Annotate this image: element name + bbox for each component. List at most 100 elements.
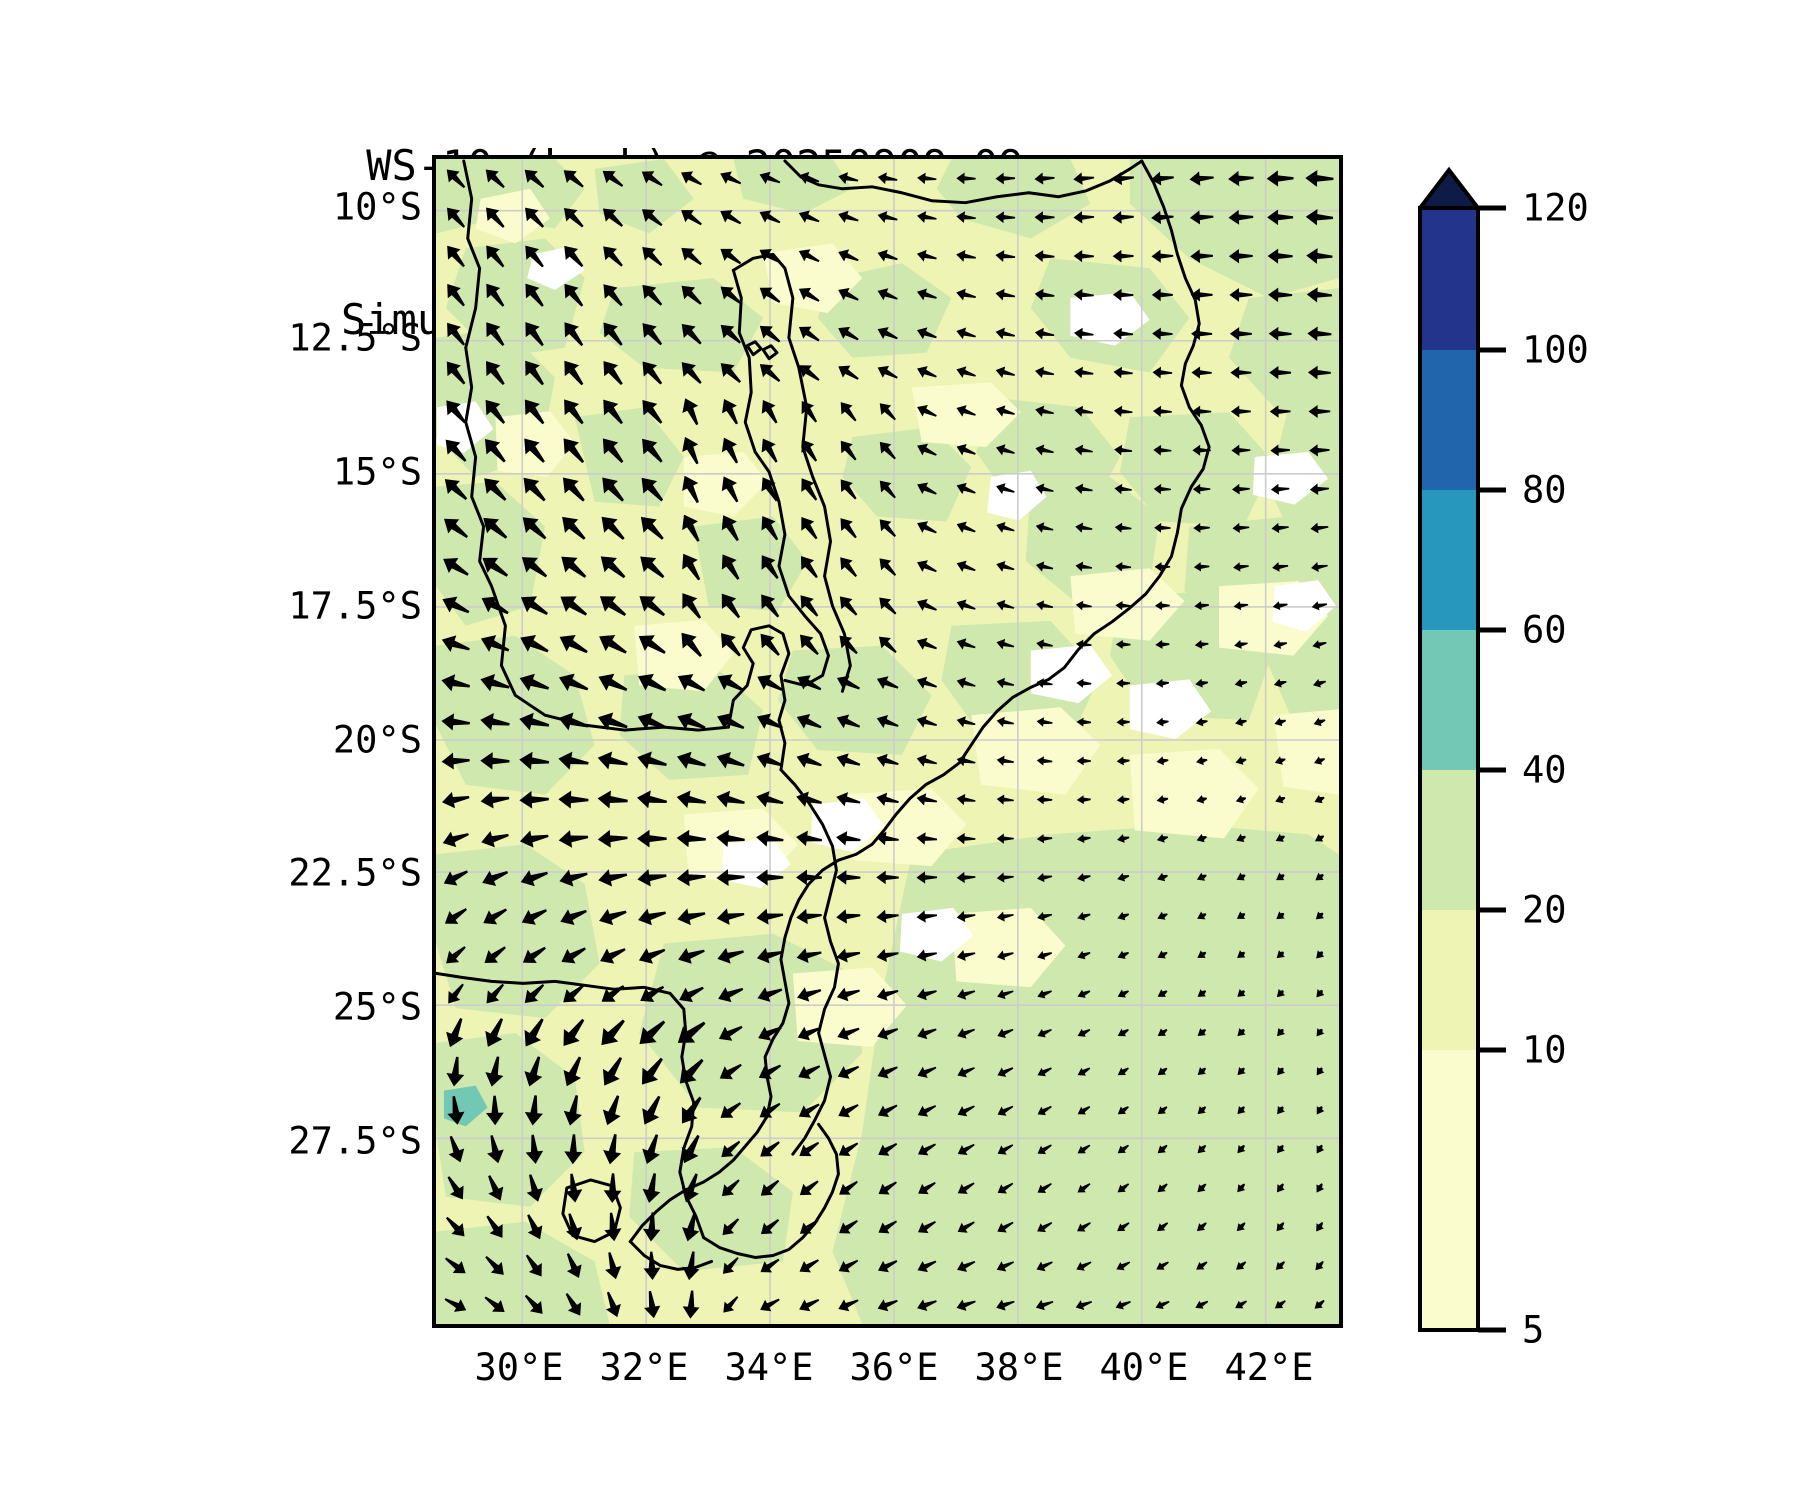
wind-arrow	[877, 1299, 898, 1312]
wind-arrow	[524, 1294, 543, 1314]
wind-arrow	[879, 597, 897, 615]
wind-arrow	[1316, 950, 1325, 959]
wind-arrow	[838, 1142, 859, 1156]
wind-arrow	[1194, 601, 1209, 611]
wind-arrow	[486, 1215, 503, 1238]
wind-arrow	[1077, 1106, 1091, 1115]
wind-arrow	[682, 436, 699, 465]
wind-arrow	[637, 869, 667, 887]
wind-arrow	[995, 444, 1015, 456]
wind-arrow	[1276, 1222, 1285, 1232]
wind-arrow	[677, 1021, 706, 1043]
wind-arrow	[1154, 522, 1171, 533]
wind-arrow	[878, 1260, 898, 1273]
wind-arrow	[640, 985, 665, 1003]
wind-arrow	[447, 284, 465, 307]
wind-arrow	[1034, 288, 1055, 301]
wind-arrow	[956, 755, 976, 767]
wind-arrow	[723, 1296, 739, 1313]
wind-arrow	[756, 791, 784, 808]
wind-arrow	[840, 557, 858, 578]
wind-arrow	[524, 399, 545, 425]
wind-arrow	[558, 790, 589, 809]
wind-arrow	[565, 1213, 583, 1241]
wind-arrow	[797, 1026, 821, 1041]
wind-arrow	[956, 211, 976, 223]
wind-arrow	[838, 288, 859, 301]
wind-arrow	[1112, 210, 1134, 224]
map-plot-area[interactable]	[432, 155, 1343, 1328]
wind-arrow	[1035, 1299, 1054, 1311]
wind-arrow	[525, 283, 544, 307]
wind-arrow	[681, 1173, 699, 1203]
wind-arrow	[1113, 366, 1133, 379]
wind-arrow	[995, 250, 1016, 262]
wind-arrow	[877, 365, 898, 379]
wind-arrow	[917, 404, 937, 417]
wind-arrow	[1077, 1028, 1091, 1037]
wind-arrow	[1076, 678, 1092, 688]
wind-arrow	[1157, 950, 1168, 959]
wind-arrow	[561, 947, 586, 964]
wind-arrow	[759, 325, 781, 343]
wind-arrow	[681, 362, 702, 384]
wind-arrow	[877, 288, 898, 301]
wind-arrow	[443, 518, 468, 538]
wind-arrow	[1034, 327, 1055, 340]
wind-arrow	[441, 713, 470, 731]
wind-arrow	[917, 327, 937, 340]
wind-arrow	[916, 599, 937, 611]
wind-arrow	[957, 1260, 976, 1272]
wind-arrow	[1235, 1300, 1247, 1309]
wind-arrow	[642, 400, 663, 424]
wind-arrow	[1037, 1028, 1052, 1038]
wind-arrow	[759, 210, 781, 224]
wind-arrow	[563, 1095, 582, 1126]
wind-arrow	[995, 288, 1016, 301]
wind-arrow	[680, 171, 702, 186]
wind-arrow	[879, 441, 896, 460]
wind-arrow	[441, 635, 470, 652]
wind-arrow	[1192, 444, 1211, 456]
colorbar[interactable]: 120 100 80 60 40 20 10 5	[1418, 160, 1778, 1352]
wind-arrow	[443, 870, 468, 886]
wind-arrow	[957, 1105, 975, 1117]
wind-arrow	[1276, 872, 1285, 881]
wind-arrow	[1156, 756, 1169, 766]
ytick-label-3: 17.5°S	[288, 584, 422, 628]
wind-arrow	[598, 673, 628, 692]
wind-arrow	[564, 399, 584, 425]
wind-arrow	[527, 1214, 543, 1240]
wind-arrow	[1190, 288, 1213, 302]
wind-arrow	[758, 1064, 782, 1080]
wind-arrow	[1074, 327, 1094, 340]
wind-arrow	[1077, 1222, 1091, 1232]
wind-arrow	[1190, 249, 1214, 264]
wind-arrow	[519, 830, 549, 848]
wind-arrow	[956, 444, 976, 456]
wind-arrow	[1231, 483, 1250, 495]
wind-arrow	[480, 635, 510, 652]
wind-arrow	[1237, 1028, 1246, 1037]
wind-arrow	[996, 794, 1014, 805]
wind-arrow	[1228, 248, 1253, 264]
wind-arrow	[916, 910, 938, 923]
wind-arrow	[1117, 1028, 1129, 1037]
wind-arrow	[1116, 678, 1131, 688]
wind-arrow	[642, 1095, 661, 1125]
wind-arrow	[1195, 717, 1208, 727]
wind-arrow	[996, 677, 1015, 689]
wind-arrow	[1035, 444, 1054, 456]
wind-arrow	[682, 1290, 700, 1319]
wind-arrow	[956, 599, 976, 611]
wind-arrow	[682, 593, 702, 619]
wind-arrow	[1231, 444, 1251, 457]
wind-arrow	[520, 634, 549, 653]
wind-arrow	[720, 210, 742, 225]
wind-arrow	[760, 1219, 780, 1235]
wind-arrow	[1233, 562, 1249, 572]
wind-arrow	[996, 521, 1015, 533]
wind-arrow	[916, 249, 937, 262]
wind-arrow	[957, 1143, 975, 1156]
wind-arrow	[838, 1299, 859, 1312]
